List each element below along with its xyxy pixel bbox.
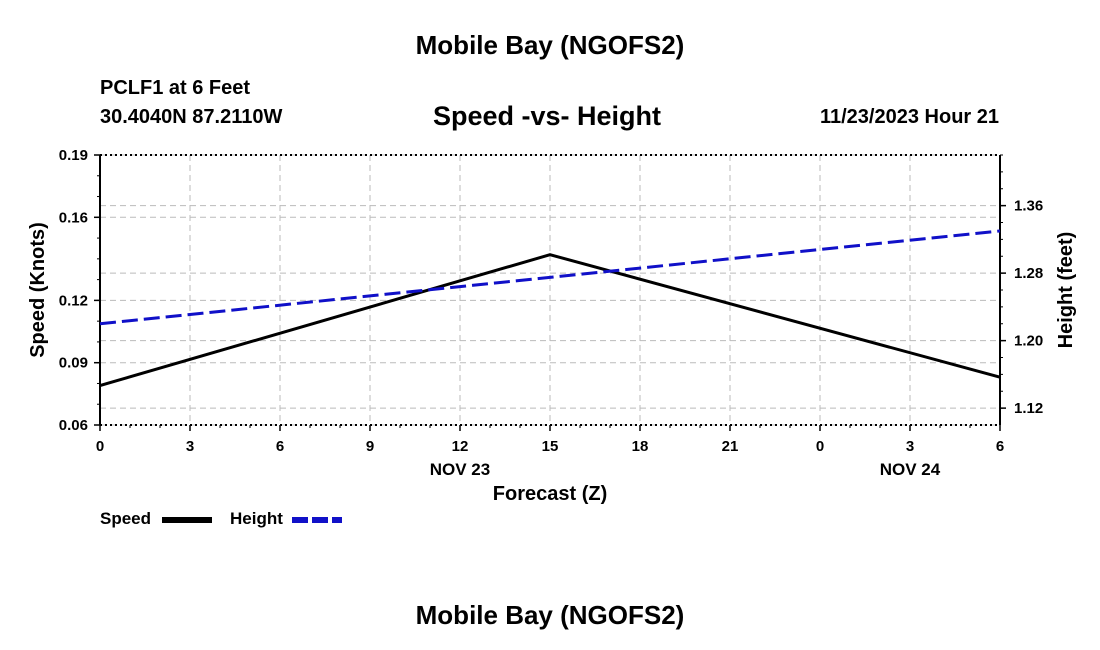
y2-tick-label: 1.28 <box>1014 265 1043 282</box>
y-tick-label: 0.06 <box>59 417 88 434</box>
x-tick-label: 0 <box>816 438 824 455</box>
y2-tick-label: 1.36 <box>1014 198 1043 215</box>
x-tick-label: 3 <box>186 438 194 455</box>
date-label: NOV 23 <box>430 460 490 479</box>
x-tick-label: 0 <box>96 438 104 455</box>
station-label: PCLF1 at 6 Feet <box>100 77 251 99</box>
y-tick-label: 0.12 <box>59 292 88 309</box>
y2-tick-label: 1.12 <box>1014 400 1043 417</box>
series-line-height <box>99 229 1001 326</box>
x-tick-label: 6 <box>996 438 1004 455</box>
y2-axis-title: Height (feet) <box>1055 232 1077 349</box>
x-tick-label: 15 <box>542 438 559 455</box>
coordinates-label: 30.4040N 87.2110W <box>100 106 283 128</box>
x-tick-label: 6 <box>276 438 284 455</box>
x-tick-label: 12 <box>452 438 469 455</box>
footer-title: Mobile Bay (NGOFS2) <box>415 600 685 630</box>
y-tick-label: 0.09 <box>59 355 88 372</box>
y-tick-label: 0.16 <box>59 209 88 226</box>
y2-tick-label: 1.20 <box>1014 333 1043 350</box>
x-tick-label: 9 <box>366 438 374 455</box>
legend-label-speed: Speed <box>100 509 152 528</box>
x-axis-title: Forecast (Z) <box>493 483 607 505</box>
x-tick-label: 3 <box>906 438 914 455</box>
date-label: NOV 24 <box>880 460 941 479</box>
y-axis-title: Speed (Knots) <box>27 222 49 358</box>
x-tick-label: 21 <box>722 438 739 455</box>
legend-label-height: Height <box>230 509 283 528</box>
x-tick-label: 18 <box>632 438 649 455</box>
y-tick-label: 0.19 <box>59 147 88 164</box>
page-title: Mobile Bay (NGOFS2) <box>415 30 685 60</box>
series-line-speed <box>99 253 1001 387</box>
chart-title: Speed -vs- Height <box>433 101 662 131</box>
datetime-label: 11/23/2023 Hour 21 <box>819 106 999 128</box>
